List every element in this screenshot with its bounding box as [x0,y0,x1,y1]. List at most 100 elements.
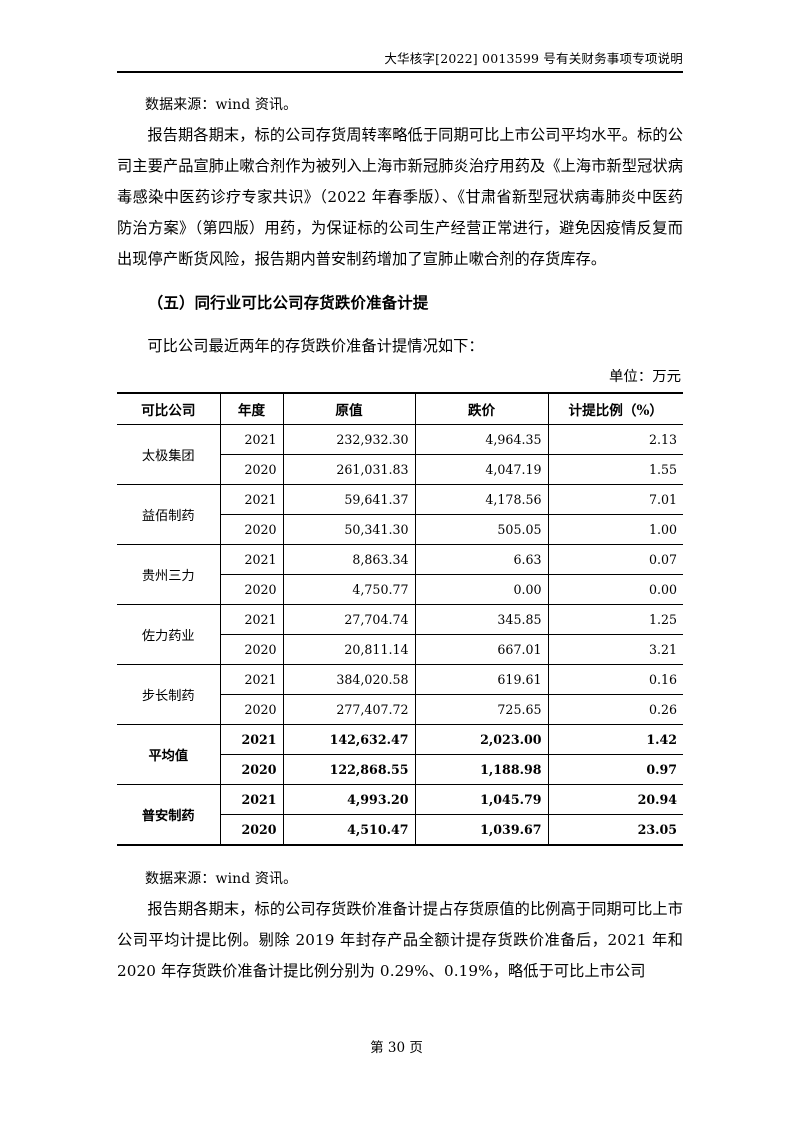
cell-company: 太极集团 [117,424,221,485]
cell-year: 2020 [220,574,284,605]
cell-ratio: 0.16 [547,664,683,695]
cell-original-value: 142,632.47 [282,724,416,755]
cell-original-value: 232,932.30 [282,424,416,455]
document-body: 数据来源：wind 资讯。 报告期各期末，标的公司存货周转率略低于同期可比上市公… [117,90,683,987]
table-row: 步长制药 2021 384,020.58 619.61 0.16 [117,664,683,725]
table-row: 2020 4,510.47 1,039.67 23.05 [117,814,683,845]
cell-year: 2021 [219,664,284,695]
cell-ratio: 1.55 [547,454,683,485]
cell-original-value: 4,510.47 [282,814,416,845]
cell-year: 2021 [219,724,284,755]
cell-year: 2021 [219,424,284,455]
cell-year: 2020 [220,634,284,665]
cell-impairment: 505.05 [414,514,549,545]
comparable-companies-table: 可比公司 年度 原值 跌价 计提比例（%） 太极集团 2021 232,932.30… [117,392,683,846]
cell-impairment: 6.63 [414,544,549,575]
cell-ratio: 0.97 [547,754,683,785]
table-row: 益佰制药 2021 59,641.37 4,178.56 7.01 [117,484,683,545]
cell-impairment: 619.61 [414,664,549,695]
table-row: 2020 50,341.30 505.05 1.00 [117,514,683,545]
cell-original-value: 50,341.30 [282,514,416,545]
table-row: 贵州三力 2021 8,863.34 6.63 0.07 [117,544,683,605]
spacer [117,275,683,287]
paragraph-impairment-ratio: 报告期各期末，标的公司存货跌价准备计提占存货原值的比例高于同期可比上市公司平均计… [117,900,683,980]
cell-ratio: 23.05 [547,814,683,845]
cell-company: 贵州三力 [117,544,221,605]
cell-original-value: 4,750.77 [282,574,416,605]
cell-year: 2021 [219,484,284,515]
cell-ratio: 7.01 [547,484,683,515]
cell-ratio: 0.07 [547,544,683,575]
table-row: 太极集团 2021 232,932.30 4,964.35 2.13 [117,424,683,485]
cell-year: 2021 [219,544,284,575]
cell-ratio: 2.13 [547,424,683,455]
table-row: 2020 122,868.55 1,188.98 0.97 [117,754,683,785]
cell-impairment: 1,039.67 [414,814,549,845]
cell-ratio: 3.21 [547,634,683,665]
cell-company: 平均值 [117,724,221,785]
cell-ratio: 1.00 [547,514,683,545]
paragraph-table-intro: 可比公司最近两年的存货跌价准备计提情况如下： [147,337,484,355]
cell-original-value: 261,031.83 [282,454,416,485]
cell-year: 2021 [219,784,284,815]
spacer [117,846,683,864]
header-rule [117,71,683,73]
cell-year: 2020 [220,514,284,545]
column-header-original: 原值 [282,393,416,425]
table-row: 平均值 2021 142,632.47 2,023.00 1.42 [117,724,683,785]
source-note-bottom: 数据来源：wind 资讯。 [145,871,298,887]
table-row: 2020 20,811.14 667.01 3.21 [117,634,683,665]
column-header-company: 可比公司 [117,393,221,425]
cell-impairment: 1,045.79 [414,784,549,815]
cell-original-value: 277,407.72 [282,694,416,725]
unit-label: 单位：万元 [609,369,681,385]
cell-original-value: 27,704.74 [282,604,416,635]
column-header-year: 年度 [219,393,284,425]
cell-ratio: 20.94 [547,784,683,815]
page-number: 第 30 页 [370,1040,423,1056]
running-header-text: 大华核字[2022] 0013599 号有关财务事项专项说明 [384,51,683,66]
cell-year: 2021 [219,604,284,635]
column-header-impairment: 跌价 [414,393,549,425]
cell-year: 2020 [220,814,284,845]
cell-original-value: 59,641.37 [282,484,416,515]
table-row: 2020 261,031.83 4,047.19 1.55 [117,454,683,485]
cell-ratio: 1.25 [547,604,683,635]
cell-impairment: 4,178.56 [414,484,549,515]
spacer [117,319,683,331]
cell-original-value: 4,993.20 [282,784,416,815]
cell-year: 2020 [220,694,284,725]
source-note-top: 数据来源：wind 资讯。 [145,97,298,113]
cell-year: 2020 [220,754,284,785]
section-heading: （五）同行业可比公司存货跌价准备计提 [147,294,429,312]
running-header: 大华核字[2022] 0013599 号有关财务事项专项说明 [117,50,683,73]
cell-original-value: 8,863.34 [282,544,416,575]
cell-original-value: 122,868.55 [282,754,416,785]
cell-ratio: 0.00 [547,574,683,605]
paragraph-inventory-turnover: 报告期各期末，标的公司存货周转率略低于同期可比上市公司平均水平。标的公司主要产品… [117,126,683,268]
cell-impairment: 4,964.35 [414,424,549,455]
table-row: 佐力药业 2021 27,704.74 345.85 1.25 [117,604,683,665]
cell-impairment: 1,188.98 [414,754,549,785]
cell-impairment: 667.01 [414,634,549,665]
column-header-ratio: 计提比例（%） [547,393,683,425]
table-row: 2020 277,407.72 725.65 0.26 [117,694,683,725]
table-row: 普安制药 2021 4,993.20 1,045.79 20.94 [117,784,683,845]
cell-impairment: 4,047.19 [414,454,549,485]
cell-impairment: 0.00 [414,574,549,605]
cell-ratio: 0.26 [547,694,683,725]
table-row: 2020 4,750.77 0.00 0.00 [117,574,683,605]
cell-company: 益佰制药 [117,484,221,545]
cell-original-value: 20,811.14 [282,634,416,665]
page-footer: 第 30 页 [0,1036,793,1056]
cell-company: 步长制药 [117,664,221,725]
table-body: 太极集团 2021 232,932.30 4,964.35 2.13 2020 261,03… [117,424,683,845]
cell-company: 佐力药业 [117,604,221,665]
cell-impairment: 725.65 [414,694,549,725]
cell-impairment: 2,023.00 [414,724,549,755]
table-header-row: 可比公司 年度 原值 跌价 计提比例（%） [117,393,683,425]
cell-original-value: 384,020.58 [282,664,416,695]
cell-ratio: 1.42 [547,724,683,755]
cell-year: 2020 [220,454,284,485]
